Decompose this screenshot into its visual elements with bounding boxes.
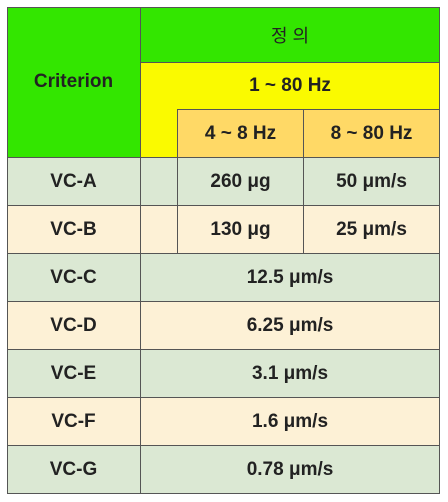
row-low-vc-b: 130 μg bbox=[178, 206, 304, 254]
row-value-vc-c: 12.5 μm/s bbox=[141, 254, 440, 302]
row-name-vc-f: VC-F bbox=[7, 398, 141, 446]
row-value-vc-d: 6.25 μm/s bbox=[141, 302, 440, 350]
row-name-vc-a: VC-A bbox=[7, 158, 141, 206]
row-high-vc-b: 25 μm/s bbox=[304, 206, 440, 254]
range-low-header: 4 ~ 8 Hz bbox=[178, 109, 304, 158]
row-value-vc-e: 3.1 μm/s bbox=[141, 350, 440, 398]
row-spacer-vc-b bbox=[141, 206, 178, 254]
range-all-header-spacer bbox=[141, 109, 178, 158]
row-name-vc-g: VC-G bbox=[7, 446, 141, 494]
row-value-vc-g: 0.78 μm/s bbox=[141, 446, 440, 494]
range-all-header: 1 ~ 80 Hz bbox=[141, 63, 440, 109]
definition-header: 정 의 bbox=[141, 7, 440, 63]
row-name-vc-d: VC-D bbox=[7, 302, 141, 350]
row-name-vc-c: VC-C bbox=[7, 254, 141, 302]
row-name-vc-e: VC-E bbox=[7, 350, 141, 398]
row-spacer-vc-a bbox=[141, 158, 178, 206]
vibration-criteria-table: Criterion 정 의 1 ~ 80 Hz 4 ~ 8 Hz 8 ~ 80 … bbox=[7, 7, 440, 494]
row-low-vc-a: 260 μg bbox=[178, 158, 304, 206]
criterion-header: Criterion bbox=[7, 7, 141, 158]
row-high-vc-a: 50 μm/s bbox=[304, 158, 440, 206]
row-name-vc-b: VC-B bbox=[7, 206, 141, 254]
row-value-vc-f: 1.6 μm/s bbox=[141, 398, 440, 446]
range-high-header: 8 ~ 80 Hz bbox=[304, 109, 440, 158]
